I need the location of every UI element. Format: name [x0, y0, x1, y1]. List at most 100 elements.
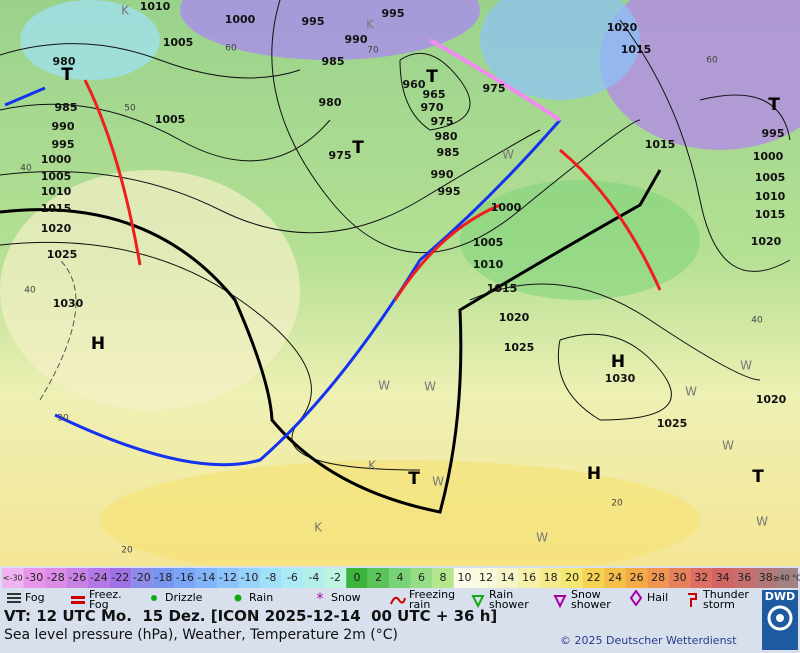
legend-item: Fog	[6, 590, 73, 606]
description: Sea level pressure (hPa), Weather, Tempe…	[4, 627, 398, 643]
pressure-label: 1015	[41, 202, 72, 215]
scale-label: 38	[759, 571, 773, 584]
legend-label: Rain shower	[489, 588, 529, 611]
pressure-label: 1025	[504, 341, 535, 354]
pressure-label: 1000	[491, 201, 522, 214]
scale-cell	[561, 568, 583, 588]
scale-cell	[66, 568, 89, 588]
pressure-label: 995	[52, 138, 75, 151]
occlusion	[429, 38, 562, 122]
scale-label: -16	[176, 571, 194, 584]
pressure-label: 1020	[41, 222, 72, 235]
valid-time: VT: 12 UTC Mo. 15 Dez. [ICON 2025-12-14 …	[4, 607, 498, 625]
legend-icon	[71, 596, 85, 604]
isobars	[0, 0, 791, 471]
weather-code: W	[740, 359, 752, 373]
pressure-label: 990	[431, 168, 454, 181]
legend-item: Freez. Fog	[70, 589, 137, 610]
weather-code: W	[378, 379, 390, 393]
scale-label: 20	[565, 571, 579, 584]
scale-cell	[647, 568, 669, 588]
legend-label: Freezing rain	[409, 588, 456, 611]
scale-cell	[539, 568, 562, 588]
scale-cell	[711, 568, 734, 588]
pressure-label: 1005	[163, 36, 194, 49]
pressure-label: 995	[302, 15, 325, 28]
weather-code: W	[432, 475, 444, 489]
pressure-label: 1030	[605, 372, 636, 385]
scale-label: 6	[418, 571, 425, 584]
scale-label: -30	[25, 571, 43, 584]
pressure-center: T	[768, 95, 780, 115]
scale-cell	[260, 568, 282, 588]
scale-cell	[346, 568, 368, 588]
scale-cell	[668, 568, 691, 588]
legend-label: Drizzle	[165, 591, 203, 604]
scale-label: -6	[287, 571, 298, 584]
legend-item: Snow shower	[552, 589, 619, 610]
pressure-label: 1010	[755, 190, 786, 203]
scale-cell	[367, 568, 390, 588]
pressure-center: T	[352, 138, 364, 158]
scale-label: -8	[265, 571, 276, 584]
scale-cell	[152, 568, 175, 588]
isotherm-label: 40	[751, 316, 763, 326]
scale-cell	[217, 568, 239, 588]
pressure-center: T	[426, 67, 438, 87]
weather-code: K	[368, 459, 377, 473]
scale-label: 26	[630, 571, 644, 584]
pressure-label: 980	[435, 130, 458, 143]
pressure-label: 1010	[41, 185, 72, 198]
weather-code: W	[536, 531, 548, 545]
pressure-center: H	[587, 464, 601, 484]
legend-icon	[151, 595, 157, 601]
pressure-center: T	[408, 469, 420, 489]
scale-label: 12	[479, 571, 493, 584]
scale-cell	[303, 568, 325, 588]
pressure-label: 985	[322, 55, 345, 68]
legend-label: Thunder storm	[703, 588, 749, 611]
scale-cell	[195, 568, 218, 588]
scale-cell	[174, 568, 196, 588]
scale-cell	[625, 568, 648, 588]
pressure-label: 1000	[41, 153, 72, 166]
legend-item: * Snow	[312, 590, 379, 606]
scale-cell	[518, 568, 540, 588]
pressure-label: 1020	[756, 393, 787, 406]
legend-label: Rain	[249, 591, 274, 604]
scale-label: -10	[240, 571, 258, 584]
legend-item: Rain	[230, 590, 297, 606]
scale-cell	[582, 568, 605, 588]
pressure-label: 1025	[47, 248, 78, 261]
scale-cell	[453, 568, 476, 588]
scale-label: 30	[673, 571, 687, 584]
pressure-label: 1030	[53, 297, 84, 310]
scale-cell	[410, 568, 433, 588]
scale-label: 36	[737, 571, 751, 584]
scale-label: ≥40 °C	[773, 574, 800, 583]
pressure-label: 1010	[473, 258, 504, 271]
pressure-label: 1000	[753, 150, 784, 163]
scale-label: -12	[219, 571, 237, 584]
scale-label: -26	[68, 571, 86, 584]
pressure-label: 965	[423, 88, 446, 101]
weather-code: W	[502, 148, 514, 162]
legend-item: Freezing rain	[390, 588, 457, 611]
scale-label: 2	[375, 571, 382, 584]
scale-label: 22	[587, 571, 601, 584]
isotherm-label: 50	[124, 104, 136, 114]
pressure-label: 990	[52, 120, 75, 133]
legend-label: Snow	[331, 591, 361, 604]
pressure-label: 1000	[225, 13, 256, 26]
pressure-label: 1015	[755, 208, 786, 221]
pressure-label: 1015	[487, 282, 518, 295]
logo-swirl	[767, 605, 793, 631]
pressure-label: 995	[382, 7, 405, 20]
weather-code: W	[685, 385, 697, 399]
isotherm-label: 30	[57, 414, 69, 424]
pressure-label: 975	[431, 115, 454, 128]
weather-code: W	[756, 515, 768, 529]
scale-label: -28	[47, 571, 65, 584]
